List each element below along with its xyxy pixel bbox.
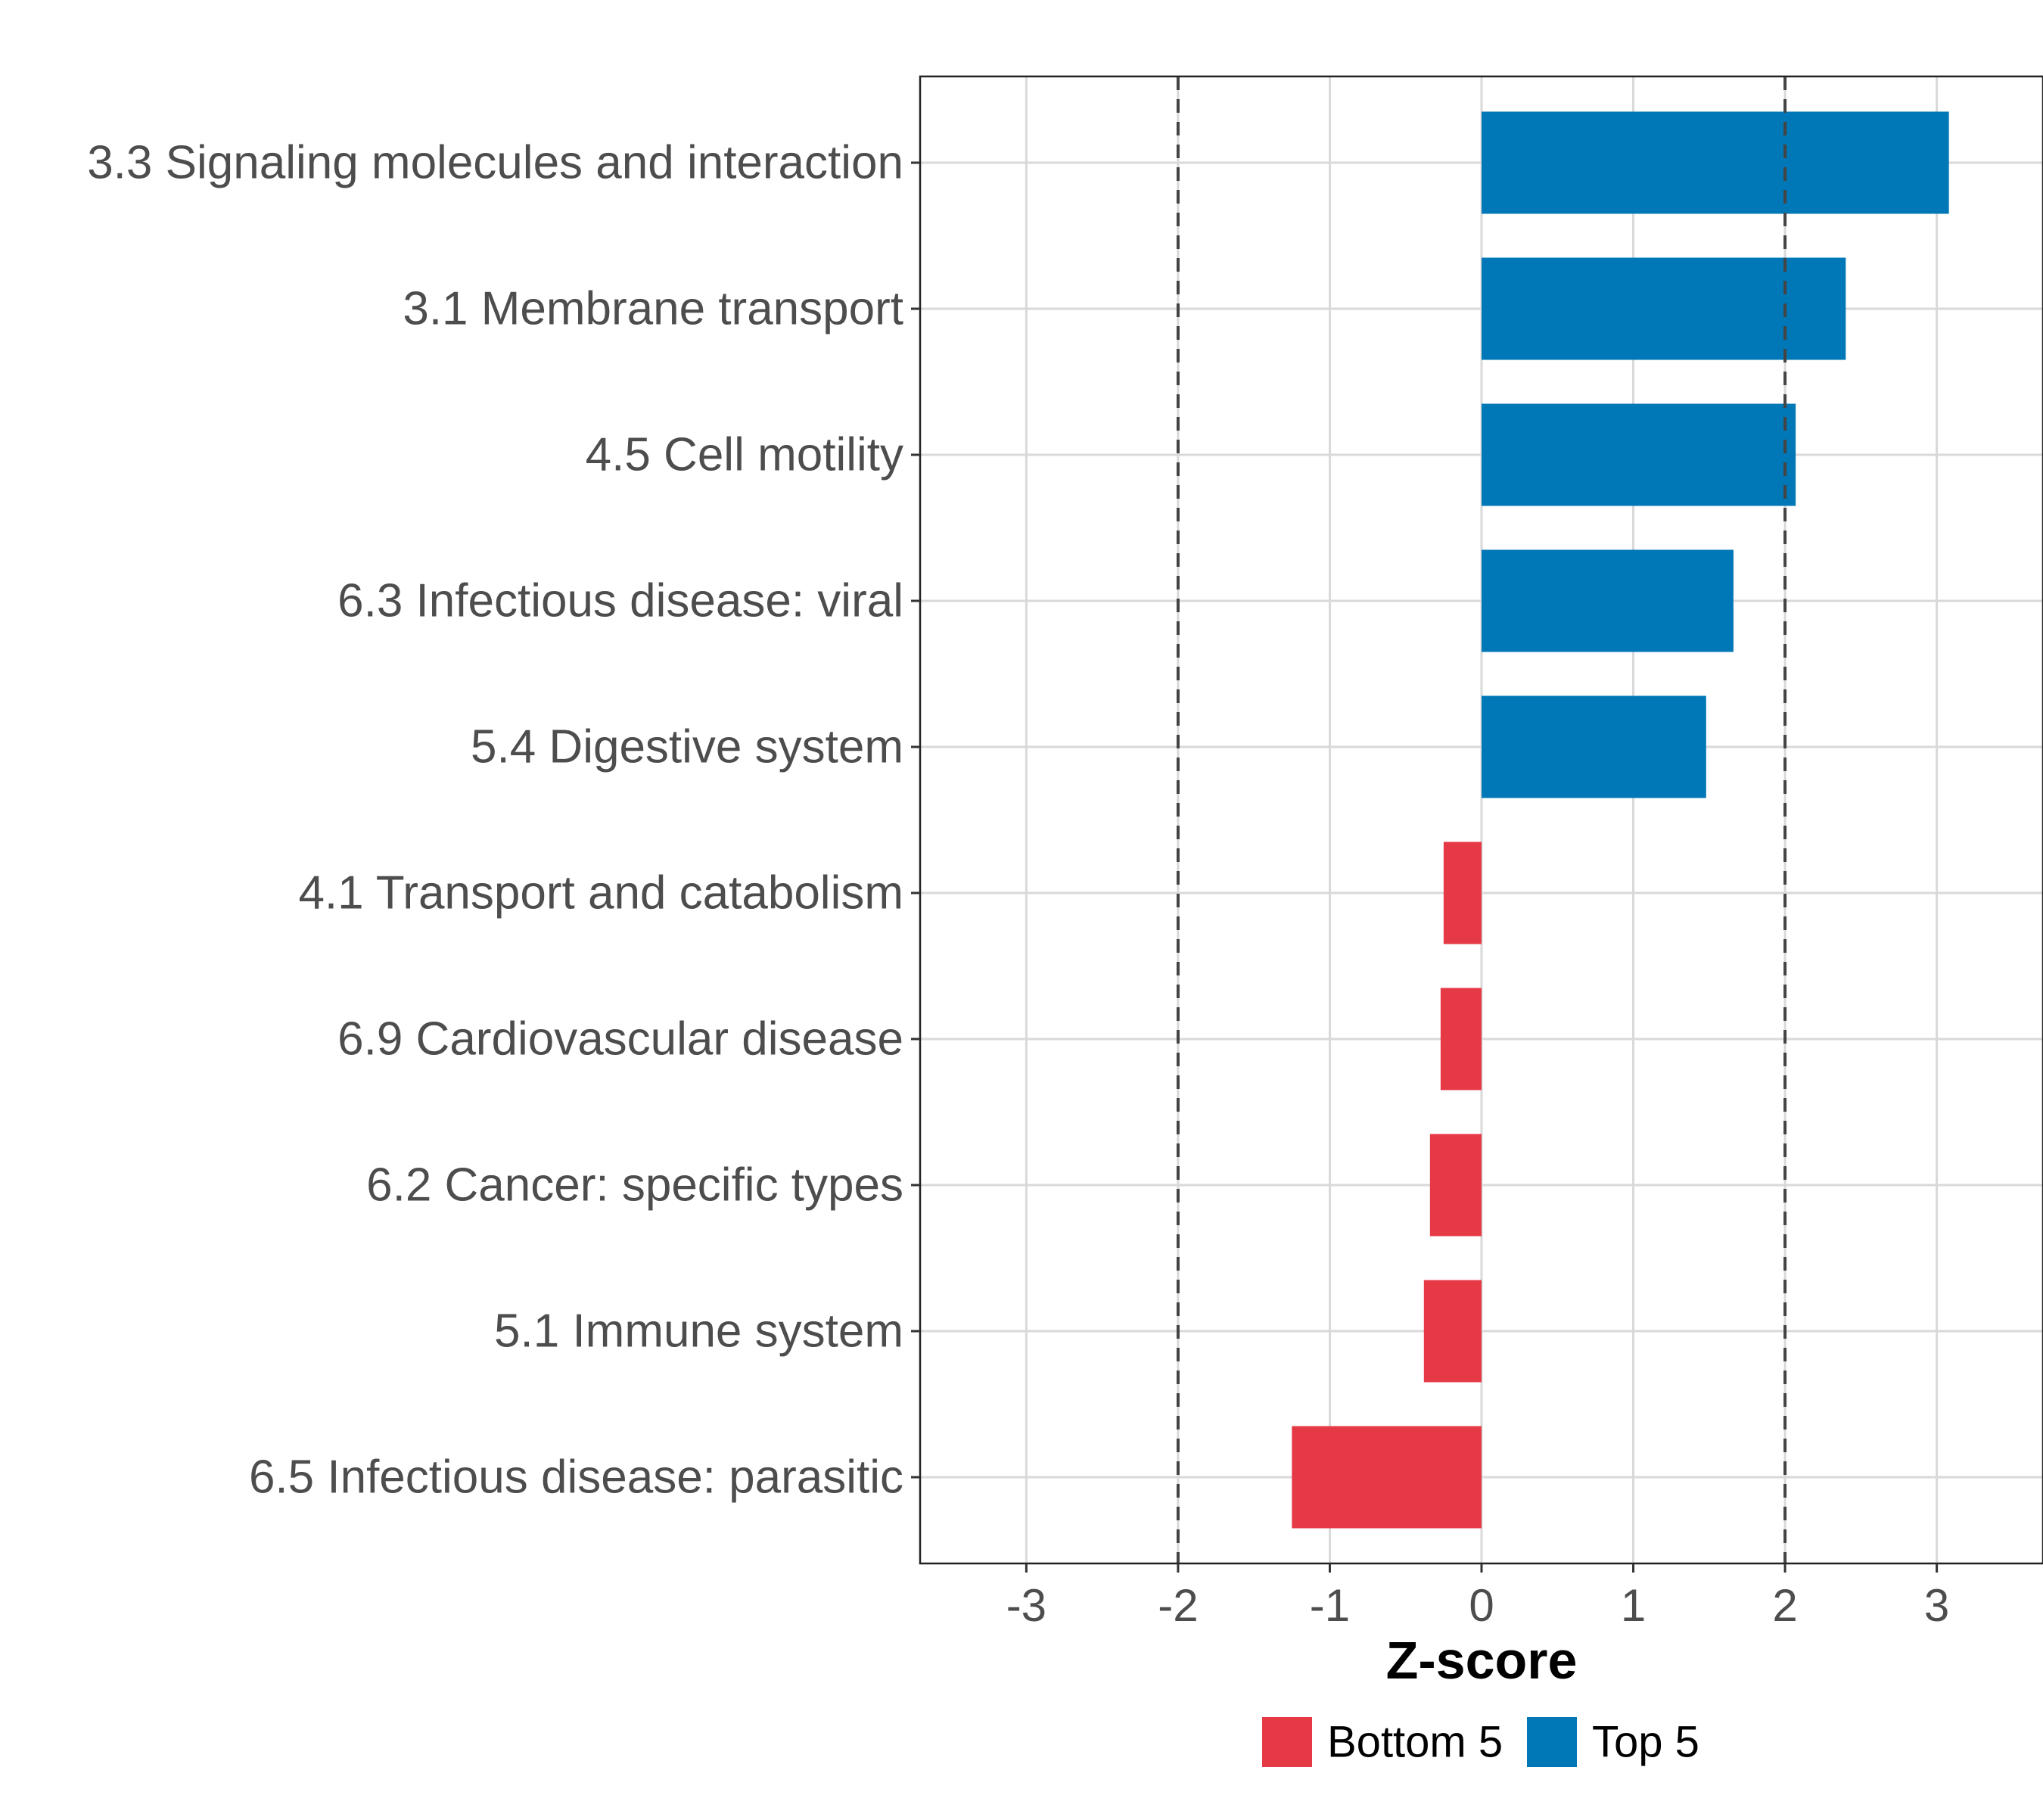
x-tick-layer: -3 -2 -1 0 1 2 3: [1006, 1563, 1949, 1631]
y-tick-label-0: 3.3 Signaling molecules and interaction: [87, 137, 903, 189]
bar-layer: [1292, 111, 1949, 1529]
bar-2: [1482, 403, 1796, 506]
y-tick-label-5: 4.1 Transport and catabolism: [298, 867, 903, 919]
x-tick-label-0: -3: [1006, 1580, 1046, 1631]
bar-0: [1482, 111, 1949, 214]
x-tick-label-6: 3: [1924, 1580, 1949, 1631]
y-tick-label-4: 5.4 Digestive system: [471, 721, 903, 773]
y-tick-label-8: 5.1 Immune system: [494, 1305, 903, 1358]
y-tick-label-9: 6.5 Infectious disease: parasitic: [249, 1451, 903, 1504]
bar-6: [1440, 988, 1482, 1090]
x-tick-label-5: 2: [1772, 1580, 1797, 1631]
reference-line-layer: [1176, 76, 1787, 1563]
y-tick-label-6: 6.9 Cardiovascular disease: [337, 1013, 903, 1066]
legend-swatch-0: [1262, 1717, 1312, 1767]
x-tick-label-1: -2: [1158, 1580, 1198, 1631]
x-tick-label-2: -1: [1310, 1580, 1350, 1631]
y-tick-label-2: 4.5 Cell motility: [586, 429, 903, 481]
legend-swatch-1: [1527, 1717, 1577, 1767]
x-tick-label-4: 1: [1621, 1580, 1646, 1631]
y-tick-layer: 3.3 Signaling molecules and interaction 3…: [87, 137, 920, 1504]
bar-7: [1429, 1134, 1482, 1237]
bar-5: [1443, 842, 1482, 944]
legend: Bottom 5 Top 5: [1262, 1717, 1699, 1767]
bar-9: [1292, 1426, 1482, 1529]
y-tick-label-1: 3.1 Membrane transport: [403, 283, 903, 335]
bar-4: [1482, 695, 1706, 798]
x-tick-label-3: 0: [1469, 1580, 1494, 1631]
bar-1: [1482, 257, 1846, 360]
bar-3: [1482, 549, 1734, 652]
legend-label-1: Top 5: [1592, 1718, 1699, 1767]
x-axis-title: Z-score: [1386, 1631, 1578, 1690]
y-tick-label-3: 6.3 Infectious disease: viral: [337, 575, 903, 627]
bar-8: [1423, 1280, 1482, 1383]
legend-label-0: Bottom 5: [1327, 1718, 1503, 1767]
y-tick-label-7: 6.2 Cancer: specific types: [366, 1159, 903, 1212]
